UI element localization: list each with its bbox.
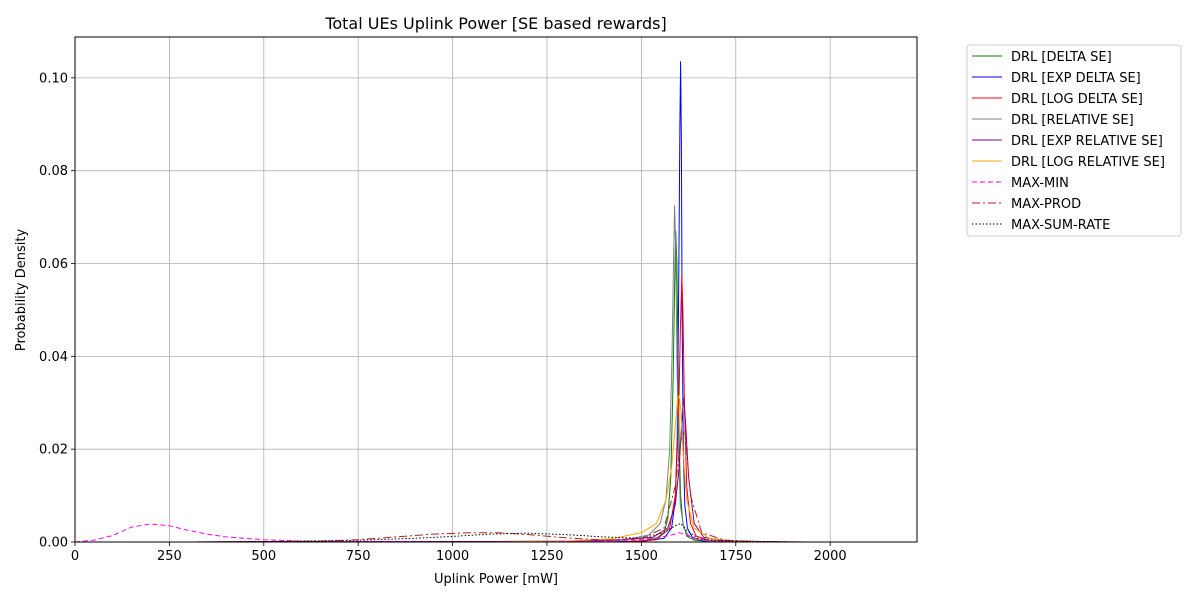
y-tick-label: 0.06 xyxy=(39,257,68,272)
y-tick-label: 0.08 xyxy=(39,164,68,179)
legend-entry-label: MAX-SUM-RATE xyxy=(1011,218,1110,233)
legend-entry-label: DRL [LOG DELTA SE] xyxy=(1011,92,1143,107)
legend-entry-label: DRL [EXP RELATIVE SE] xyxy=(1011,134,1163,149)
legend-entry-label: DRL [LOG RELATIVE SE] xyxy=(1011,155,1165,170)
legend: DRL [DELTA SE] DRL [EXP DELTA SE] DRL [LOG… xyxy=(966,44,1182,237)
legend-entry-label: DRL [DELTA SE] xyxy=(1011,50,1112,65)
x-tick-label: 2000 xyxy=(814,549,847,564)
legend-box xyxy=(966,44,1182,237)
y-tick-label: 0.10 xyxy=(39,71,68,86)
x-tick-label: 750 xyxy=(346,549,371,564)
series-line xyxy=(565,205,755,543)
plot-frame xyxy=(74,36,918,543)
x-axis-label: Uplink Power [mW] xyxy=(434,572,558,587)
x-tick-label: 500 xyxy=(251,549,276,564)
x-tick-label: 1750 xyxy=(719,549,752,564)
series-line xyxy=(490,395,774,543)
x-tick-label: 0 xyxy=(71,549,79,564)
y-tick-label: 0.00 xyxy=(39,536,68,551)
chart-title: Total UEs Uplink Power [SE based rewards… xyxy=(324,14,666,33)
series-line xyxy=(207,430,831,543)
y-axis-label: Probability Density xyxy=(14,229,29,352)
x-tick-label: 250 xyxy=(157,549,182,564)
legend-entry-label: MAX-PROD xyxy=(1011,197,1081,212)
y-tick-label: 0.02 xyxy=(39,443,68,458)
series-line xyxy=(74,523,755,543)
x-tick-label: 1250 xyxy=(530,549,563,564)
legend-entry-label: DRL [RELATIVE SE] xyxy=(1011,113,1134,128)
legend-entry-label: MAX-MIN xyxy=(1011,176,1069,191)
legend-entry-label: DRL [EXP DELTA SE] xyxy=(1011,71,1141,86)
x-tick-label: 1500 xyxy=(625,549,658,564)
x-tick-label: 1000 xyxy=(436,549,469,564)
y-tick-label: 0.04 xyxy=(39,350,68,365)
